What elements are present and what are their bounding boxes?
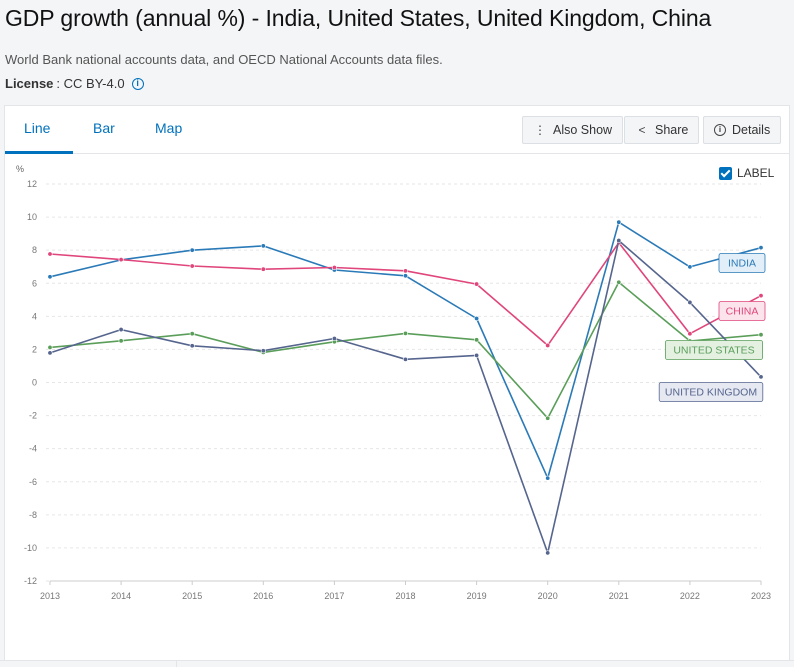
data-point-united-kingdom[interactable] xyxy=(402,356,408,362)
data-point-china[interactable] xyxy=(47,251,53,257)
active-tab-indicator xyxy=(5,151,73,154)
x-tick-label: 2018 xyxy=(395,591,415,601)
x-tick-label: 2013 xyxy=(40,591,60,601)
data-point-united-kingdom[interactable] xyxy=(118,327,124,333)
series-label-box-china xyxy=(718,301,766,321)
data-point-india[interactable] xyxy=(47,274,53,280)
x-tick-label: 2023 xyxy=(751,591,771,601)
chart-tabs: Line Bar Map ⋮ Also Show < Share i Detai… xyxy=(5,106,789,154)
y-tick-label: 12 xyxy=(27,179,37,189)
data-point-united-kingdom[interactable] xyxy=(616,238,622,244)
y-tick-label: -8 xyxy=(29,510,37,520)
x-tick-label: 2017 xyxy=(324,591,344,601)
data-point-india[interactable] xyxy=(474,315,480,321)
y-tick-label: -12 xyxy=(24,576,37,586)
series-label-united-kingdom: UNITED KINGDOM xyxy=(665,387,757,399)
data-point-united-kingdom[interactable] xyxy=(47,350,53,356)
y-tick-label: -10 xyxy=(24,543,37,553)
data-point-united-kingdom[interactable] xyxy=(545,550,551,556)
x-tick-label: 2019 xyxy=(467,591,487,601)
tab-map[interactable]: Map xyxy=(155,120,183,136)
data-point-india[interactable] xyxy=(758,245,764,251)
label-toggle[interactable]: LABEL xyxy=(719,166,774,180)
series-label-china: CHINA xyxy=(726,306,759,318)
y-tick-label: 2 xyxy=(32,344,37,354)
y-axis-label: % xyxy=(16,164,24,174)
data-point-united-states[interactable] xyxy=(616,279,622,285)
data-point-china[interactable] xyxy=(545,342,551,348)
data-point-united-states[interactable] xyxy=(47,344,53,350)
details-label: Details xyxy=(732,123,771,137)
series-label-india: INDIA xyxy=(728,258,756,270)
y-tick-label: 6 xyxy=(32,278,37,288)
bottom-strip xyxy=(0,660,794,667)
y-tick-label: -4 xyxy=(29,444,37,454)
page-title: GDP growth (annual %) - India, United St… xyxy=(5,5,712,31)
x-tick-label: 2014 xyxy=(111,591,131,601)
label-checkbox[interactable] xyxy=(719,166,732,180)
data-point-india[interactable] xyxy=(402,273,408,279)
data-point-united-kingdom[interactable] xyxy=(687,299,693,305)
series-line-china[interactable] xyxy=(49,241,762,347)
data-point-india[interactable] xyxy=(260,243,266,249)
data-point-united-states[interactable] xyxy=(402,330,408,336)
data-point-united-states[interactable] xyxy=(474,337,480,343)
y-tick-label: -2 xyxy=(29,411,37,421)
series-line-united-states[interactable] xyxy=(49,281,762,420)
series-label-box-united-states xyxy=(665,340,764,360)
x-tick-label: 2016 xyxy=(253,591,273,601)
x-tick-label: 2021 xyxy=(609,591,629,601)
series-line-india[interactable] xyxy=(49,221,762,479)
data-point-india[interactable] xyxy=(545,475,551,481)
data-point-india[interactable] xyxy=(616,219,622,225)
info-icon: i xyxy=(714,124,726,136)
y-tick-label: 10 xyxy=(27,212,37,222)
y-tick-label: 4 xyxy=(32,311,37,321)
license-label: License xyxy=(5,76,54,91)
series-label-box-united-kingdom xyxy=(658,382,764,402)
data-point-china[interactable] xyxy=(331,265,337,271)
tab-line[interactable]: Line xyxy=(24,120,51,136)
data-point-china[interactable] xyxy=(189,263,195,269)
data-point-united-kingdom[interactable] xyxy=(758,374,764,380)
y-tick-label: -6 xyxy=(29,477,37,487)
x-tick-label: 2015 xyxy=(182,591,202,601)
data-point-united-kingdom[interactable] xyxy=(260,348,266,354)
data-point-united-kingdom[interactable] xyxy=(331,335,337,341)
also-show-button[interactable]: ⋮ Also Show xyxy=(522,116,624,144)
data-point-united-states[interactable] xyxy=(118,338,124,344)
series-label-box-india xyxy=(718,253,766,273)
license-value[interactable]: : CC BY-4.0 xyxy=(56,76,125,91)
data-source: World Bank national accounts data, and O… xyxy=(5,52,443,67)
data-point-china[interactable] xyxy=(758,293,764,299)
data-point-india[interactable] xyxy=(687,264,693,270)
data-point-india[interactable] xyxy=(189,247,195,253)
data-point-united-states[interactable] xyxy=(189,331,195,337)
data-point-united-kingdom[interactable] xyxy=(474,352,480,358)
data-point-united-states[interactable] xyxy=(758,332,764,338)
data-point-united-kingdom[interactable] xyxy=(189,343,195,349)
license-line: License : CC BY-4.0 i xyxy=(5,76,144,91)
also-show-label: Also Show xyxy=(553,123,613,137)
x-tick-label: 2020 xyxy=(538,591,558,601)
y-tick-label: 0 xyxy=(32,378,37,388)
share-button[interactable]: < Share xyxy=(624,116,700,144)
y-tick-label: 8 xyxy=(32,245,37,255)
x-tick-label: 2022 xyxy=(680,591,700,601)
share-icon: < xyxy=(638,123,646,137)
vertical-ellipsis-icon: ⋮ xyxy=(534,123,546,137)
share-label: Share xyxy=(655,123,689,137)
info-icon[interactable]: i xyxy=(131,77,144,90)
data-point-china[interactable] xyxy=(474,281,480,287)
data-point-china[interactable] xyxy=(118,257,124,263)
data-point-united-states[interactable] xyxy=(545,415,551,421)
data-point-china[interactable] xyxy=(402,268,408,274)
tab-bar[interactable]: Bar xyxy=(93,120,115,136)
data-point-china[interactable] xyxy=(687,331,693,337)
series-label-united-states: UNITED STATES xyxy=(673,345,754,357)
data-point-china[interactable] xyxy=(260,266,266,272)
label-toggle-text: LABEL xyxy=(737,166,775,180)
details-button[interactable]: i Details xyxy=(703,116,782,144)
